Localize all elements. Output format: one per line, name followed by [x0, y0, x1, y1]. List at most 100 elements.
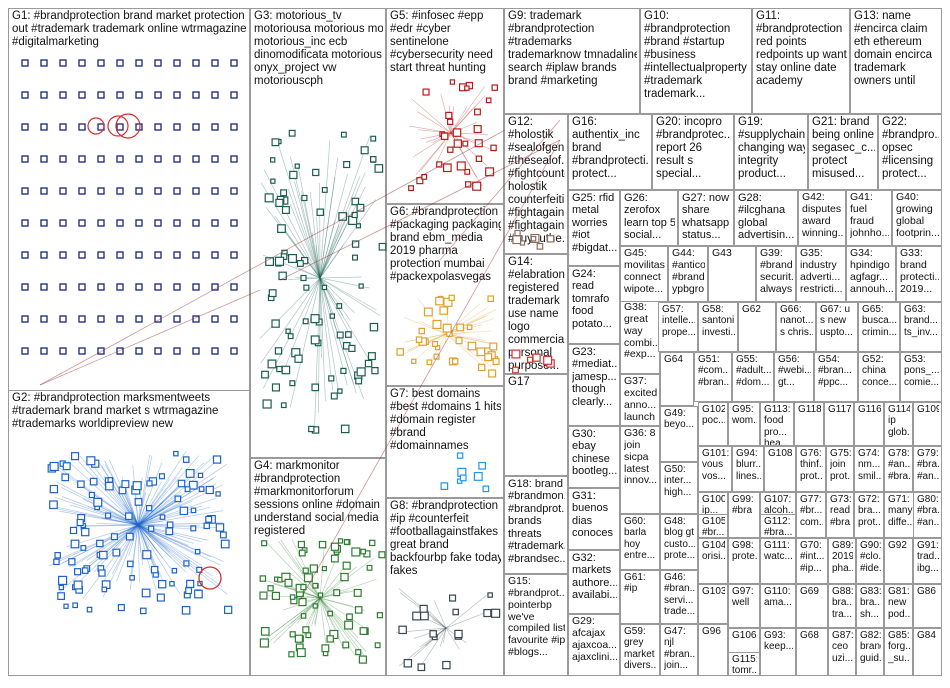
- edge-g3: [319, 172, 366, 279]
- node-g3: [328, 375, 335, 382]
- node-g5: [422, 88, 430, 96]
- node-g3: [294, 163, 300, 169]
- edge-g3: [263, 169, 321, 279]
- node-g2: [70, 452, 80, 461]
- edge-g3: [319, 157, 339, 279]
- node-g12: [512, 235, 522, 245]
- edge-g3: [294, 181, 321, 279]
- node-g3: [289, 380, 296, 387]
- edge-g2: [137, 500, 165, 526]
- node-g8: [403, 658, 413, 668]
- node-g3: [289, 170, 298, 180]
- node-g4: [259, 575, 267, 582]
- node-g2: [126, 560, 134, 568]
- node-g3: [294, 354, 303, 363]
- node-g8: [454, 629, 463, 639]
- node-g6: [442, 323, 452, 333]
- node-g1: [154, 219, 162, 227]
- node-g4: [337, 538, 344, 544]
- edge-g3: [282, 277, 321, 374]
- node-g7: [456, 452, 464, 459]
- node-g8: [452, 608, 460, 616]
- node-g1: [192, 251, 200, 259]
- edge-g2: [137, 524, 168, 541]
- edge-g5: [411, 98, 452, 134]
- node-g3: [303, 284, 310, 291]
- node-g1: [211, 155, 219, 163]
- node-g2: [150, 565, 159, 574]
- node-g3: [262, 399, 272, 409]
- node-g1: [21, 219, 29, 227]
- inter-group-edge: [439, 119, 561, 261]
- edge-g8: [424, 606, 447, 629]
- edge-g8: [428, 619, 447, 629]
- node-g4: [353, 588, 362, 597]
- edge-g2: [137, 524, 157, 551]
- node-g1: [211, 123, 219, 131]
- edge-g3: [319, 277, 348, 386]
- edge-g8: [445, 592, 491, 629]
- edge-g8: [442, 627, 447, 643]
- node-g1: [21, 347, 29, 355]
- node-g4: [317, 592, 324, 598]
- node-g6: [435, 296, 444, 306]
- node-g3: [280, 189, 288, 197]
- node-g5: [445, 111, 453, 120]
- edge-g2: [101, 517, 139, 526]
- node-g1: [40, 251, 48, 259]
- node-g6: [455, 337, 463, 345]
- edge-g2: [137, 524, 200, 578]
- edge-g3: [294, 266, 321, 279]
- edge-g2: [54, 496, 139, 526]
- edge-g4: [268, 597, 321, 643]
- node-g2: [146, 505, 153, 512]
- node-g1: [78, 91, 86, 99]
- node-g2: [86, 606, 93, 613]
- node-g4: [312, 582, 319, 589]
- node-g2: [185, 587, 193, 595]
- node-g2: [80, 544, 87, 551]
- node-g3: [265, 257, 274, 266]
- node-g2: [107, 477, 114, 483]
- edge-g2: [137, 455, 153, 526]
- node-g1: [154, 251, 162, 259]
- node-g1: [78, 155, 86, 163]
- node-g6: [396, 348, 405, 356]
- node-g1: [78, 283, 86, 291]
- node-g1: [230, 347, 238, 355]
- edge-g3: [319, 277, 326, 402]
- node-g1: [173, 283, 181, 291]
- node-g1: [192, 91, 200, 99]
- node-g3: [343, 161, 351, 169]
- edge-g3: [315, 245, 321, 279]
- edge-g2: [137, 524, 187, 569]
- edge-g3: [319, 277, 340, 393]
- edge-g3: [265, 206, 321, 279]
- node-g1: [230, 59, 238, 67]
- edge-g2: [137, 508, 165, 526]
- node-g4: [259, 591, 268, 600]
- node-g4: [289, 631, 296, 638]
- node-g6: [439, 306, 449, 315]
- node-g1: [192, 347, 200, 355]
- node-g2: [165, 527, 174, 536]
- node-g3: [288, 254, 298, 264]
- edge-g3: [287, 188, 321, 279]
- node-g3: [352, 254, 359, 261]
- node-g6: [411, 358, 417, 364]
- node-g6: [452, 358, 459, 365]
- node-g1: [97, 91, 105, 99]
- node-g8: [420, 611, 429, 621]
- node-g3: [329, 313, 336, 319]
- edge-g5: [446, 123, 452, 134]
- node-g3: [340, 131, 347, 138]
- node-g6: [488, 369, 497, 378]
- node-g14: [543, 355, 553, 365]
- node-g1: [116, 283, 124, 291]
- edge-g4: [305, 597, 321, 626]
- node-g2: [70, 539, 80, 549]
- edge-g2: [99, 508, 139, 526]
- node-g1: [116, 91, 124, 99]
- node-g3: [351, 197, 360, 206]
- edge-g4: [319, 555, 338, 599]
